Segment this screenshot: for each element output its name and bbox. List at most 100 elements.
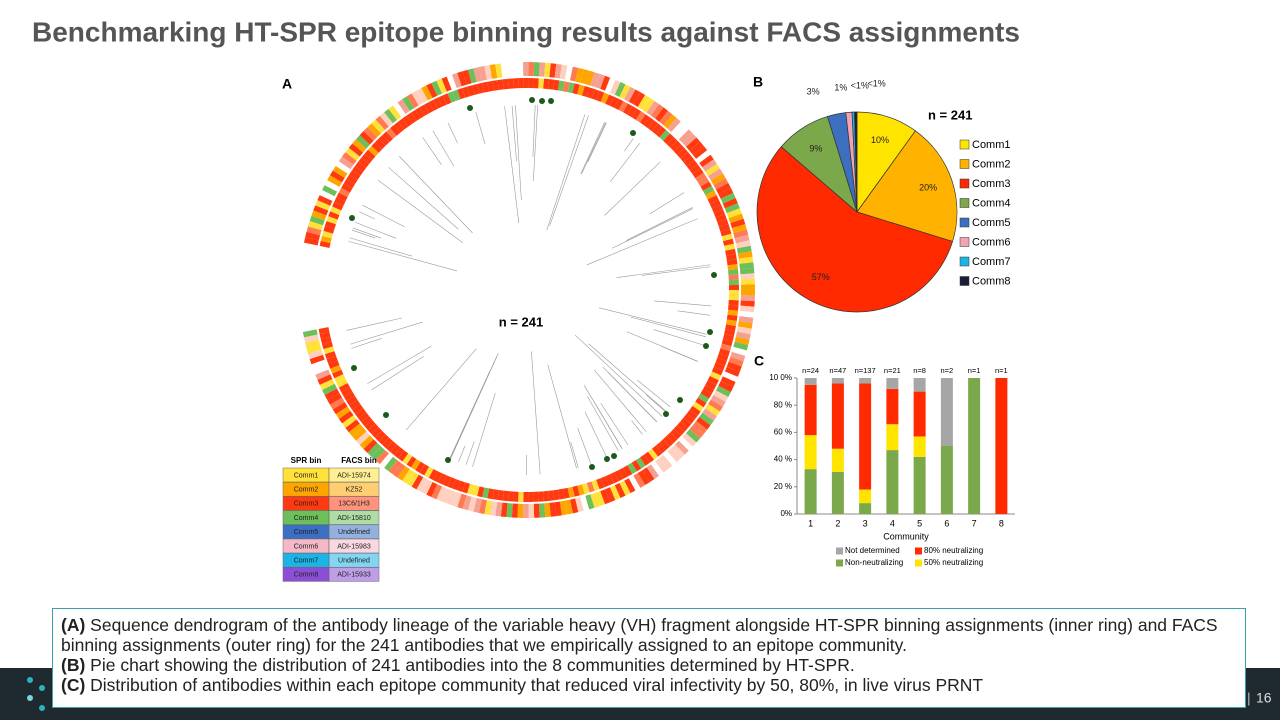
ring-segment <box>523 503 529 518</box>
ring-segment <box>346 395 358 406</box>
count-label: n=1 <box>995 366 1008 375</box>
ring-segment <box>564 65 573 81</box>
ring-segment <box>677 421 688 432</box>
ring-segment <box>740 284 755 290</box>
branch <box>449 371 490 459</box>
branch <box>511 105 517 162</box>
ring-segment <box>355 161 367 172</box>
table-text: ADI-15810 <box>337 515 371 522</box>
branch <box>352 227 382 239</box>
ring-segment <box>689 164 701 175</box>
ring-segment <box>692 421 708 435</box>
ring-segment <box>585 494 595 510</box>
ring-segment <box>650 104 664 119</box>
ring-segment <box>572 485 580 497</box>
ring-segment <box>332 402 348 415</box>
ring-segment <box>673 425 685 436</box>
ring-segment <box>725 324 736 332</box>
ring-segment <box>303 237 319 246</box>
ring-segment <box>320 235 332 244</box>
ring-segment <box>329 170 345 183</box>
ring-segment <box>352 427 367 441</box>
table-header: FACS bin <box>341 456 377 465</box>
branch <box>581 122 606 174</box>
ring-segment <box>528 78 534 89</box>
ring-segment <box>305 231 321 241</box>
x-tick-label: 3 <box>863 518 868 528</box>
star-marker <box>589 464 595 470</box>
branch <box>377 179 463 243</box>
ring-segment <box>382 437 393 449</box>
ring-segment <box>336 192 348 202</box>
branch <box>604 161 661 216</box>
dendrogram-n: n = 241 <box>499 314 543 329</box>
ring-segment <box>402 469 415 484</box>
ring-segment <box>317 374 333 385</box>
ring-segment <box>709 199 721 209</box>
table-text: Comm2 <box>294 487 319 494</box>
ring-segment <box>328 211 340 220</box>
bar-chart: 0% 20 % 40 % 60 % 80 % 10 0% 1 n=24 2 n=47 3 n=137 4… <box>769 366 1015 567</box>
y-tick-label: 20 % <box>774 482 792 491</box>
ring-segment <box>482 81 490 93</box>
legend-table: SPR bin FACS bin Comm1 ADI-15974 Comm2 KZ52 Co… <box>282 456 380 582</box>
bar-segment <box>831 383 844 449</box>
ring-segment <box>570 66 579 82</box>
ring-segment <box>338 187 350 198</box>
ring-segment <box>371 142 383 153</box>
ring-segment <box>467 68 477 84</box>
ring-segment <box>306 226 322 236</box>
table-text: 13C6/1H3 <box>338 501 370 508</box>
ring-segment <box>642 97 655 113</box>
ring-segment <box>702 185 715 196</box>
branch <box>616 264 711 278</box>
ring-segment <box>415 107 425 119</box>
legend-label: Comm8 <box>972 275 1011 287</box>
ring-segment <box>730 351 746 362</box>
table-text: Undefined <box>338 529 370 536</box>
pie-slice <box>856 130 958 242</box>
ring-segment <box>635 457 646 469</box>
ring-segment <box>364 419 376 431</box>
y-tick-label: 0% <box>780 509 792 518</box>
ring-segment <box>371 446 385 461</box>
ring-segment <box>586 87 595 99</box>
ring-segment <box>702 384 715 395</box>
ring-segment <box>740 290 755 296</box>
ring-segment <box>446 490 457 506</box>
ring-segment <box>478 66 487 81</box>
bar-segment <box>804 469 817 514</box>
ring-segment <box>478 499 487 514</box>
ring-segment <box>438 473 447 485</box>
ring-segment <box>623 465 633 477</box>
ring-segment <box>651 445 663 457</box>
ring-segment <box>624 86 636 102</box>
ring-segment <box>697 177 710 187</box>
table-text: Comm1 <box>294 472 319 479</box>
ring-segment <box>338 382 350 393</box>
ring-segment <box>600 476 610 488</box>
ring-segment <box>724 203 740 214</box>
star-marker <box>383 412 389 418</box>
ring-segment <box>591 479 600 491</box>
ring-segment <box>352 139 367 153</box>
ring-segment <box>402 115 413 127</box>
ring-segment <box>518 491 524 502</box>
ring-segment <box>533 491 539 502</box>
ring-segment <box>682 433 697 447</box>
branch <box>641 266 711 276</box>
legend-swatch <box>915 559 922 567</box>
ring-segment <box>323 225 335 234</box>
ring-segment <box>609 485 621 501</box>
ring-segment <box>334 374 346 383</box>
ring-segment <box>683 413 695 424</box>
star-marker <box>351 365 357 371</box>
ring-segment <box>724 366 740 377</box>
ring-segment <box>549 502 557 517</box>
ring-segment <box>696 150 711 164</box>
ring-segment <box>644 451 654 463</box>
ring-segment <box>722 197 738 209</box>
ring-segment <box>605 474 614 486</box>
bar-segment <box>913 436 926 457</box>
ring-segment <box>700 389 712 399</box>
